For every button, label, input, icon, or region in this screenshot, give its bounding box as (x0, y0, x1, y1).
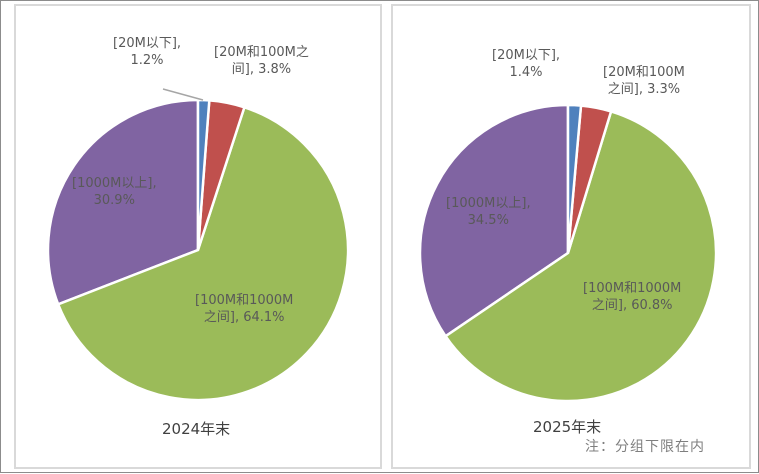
footnote: 注：分组下限在内 (585, 439, 705, 455)
pie-slice (56, 105, 350, 402)
label-2025-under20m: [20M以下], 1.4% (492, 48, 561, 80)
pie-slice (443, 109, 718, 403)
chart-title-2024: 2024年末 (162, 420, 231, 438)
pie-slice (196, 98, 211, 251)
pie-slice (418, 103, 570, 338)
pie-slice (566, 103, 583, 254)
leader-line (162, 88, 204, 101)
pie-slice (46, 98, 200, 306)
label-2025-over1000m: [1000M以上], 34.5% (446, 196, 531, 228)
label-2024-under20m: [20M以下], 1.2% (113, 36, 182, 68)
label-2024-100to1000m: [100M和1000M 之间], 64.1% (195, 293, 294, 325)
label-2024-20to100m: [20M和100M之 间], 3.8% (214, 45, 309, 77)
label-2025-100to1000m: [100M和1000M 之间], 60.8% (583, 281, 682, 313)
label-2025-20to100m: [20M和100M 之间], 3.3% (603, 65, 685, 97)
chart-title-2025: 2025年末 (533, 418, 602, 436)
label-2024-over1000m: [1000M以上], 30.9% (72, 176, 157, 208)
